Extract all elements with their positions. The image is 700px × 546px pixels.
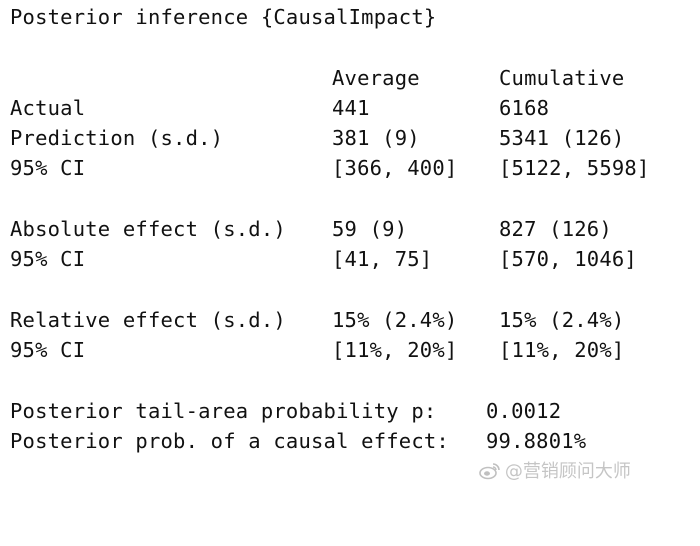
row-label: Posterior prob. of a causal effect: xyxy=(10,429,449,453)
row-label: 95% CI xyxy=(10,156,86,180)
row-label: Prediction (s.d.) xyxy=(10,126,224,150)
cumulative-value: [11%, 20%] xyxy=(499,338,625,362)
row-actual: Actual 441 6168 xyxy=(10,93,549,243)
watermark-text: @营销顾问大师 xyxy=(504,461,631,482)
average-value: 59 (9) xyxy=(332,217,408,241)
average-value: 15% (2.4%) xyxy=(332,308,458,332)
average-value: [11%, 20%] xyxy=(332,338,458,362)
average-value: 381 (9) xyxy=(332,126,420,150)
cumulative-value: 5341 (126) xyxy=(499,126,625,150)
cumulative-value: [570, 1046] xyxy=(499,247,637,271)
cumulative-value: 6168 xyxy=(499,96,550,120)
average-value: [366, 400] xyxy=(332,156,458,180)
row-label: Actual xyxy=(10,96,86,120)
row-tail-probability: Posterior tail-area probability p: 0.001… xyxy=(10,396,561,516)
row-prediction: Prediction (s.d.) 381 (9) 5341 (126) xyxy=(10,123,624,273)
row-prediction-ci: 95% CI [366, 400] [5122, 5598] xyxy=(10,153,649,303)
column-header-row: Average Cumulative xyxy=(10,63,624,183)
row-label: Posterior tail-area probability p: xyxy=(10,399,437,423)
row-relative-effect: Relative effect (s.d.) 15% (2.4%) 15% (2… xyxy=(10,305,624,455)
weibo-icon xyxy=(479,463,500,480)
row-absolute-ci: 95% CI [41, 75] [570, 1046] xyxy=(10,244,637,394)
console-output: Posterior inference {CausalImpact} Avera… xyxy=(10,2,696,482)
row-label: 95% CI xyxy=(10,338,86,362)
probability-value: 99.8801% xyxy=(486,429,587,453)
cumulative-value: 827 (126) xyxy=(499,217,612,241)
row-absolute-effect: Absolute effect (s.d.) 59 (9) 827 (126) xyxy=(10,214,612,364)
average-value: [41, 75] xyxy=(332,247,433,271)
cumulative-value: [5122, 5598] xyxy=(499,156,650,180)
average-value: 441 xyxy=(332,96,370,120)
row-label: 95% CI xyxy=(10,247,86,271)
probability-value: 0.0012 xyxy=(486,399,562,423)
row-causal-probability: Posterior prob. of a causal effect: 99.8… xyxy=(10,426,586,546)
title-text: Posterior inference {CausalImpact} xyxy=(10,5,437,29)
cumulative-value: 15% (2.4%) xyxy=(499,308,625,332)
watermark: @营销顾问大师 xyxy=(456,430,696,482)
header-cumulative: Cumulative xyxy=(499,66,625,90)
row-label: Relative effect (s.d.) xyxy=(10,308,286,332)
output-title: Posterior inference {CausalImpact} xyxy=(10,2,436,92)
row-label: Absolute effect (s.d.) xyxy=(10,217,286,241)
row-relative-ci: 95% CI [11%, 20%] [11%, 20%] xyxy=(10,335,624,485)
header-average: Average xyxy=(332,66,420,90)
